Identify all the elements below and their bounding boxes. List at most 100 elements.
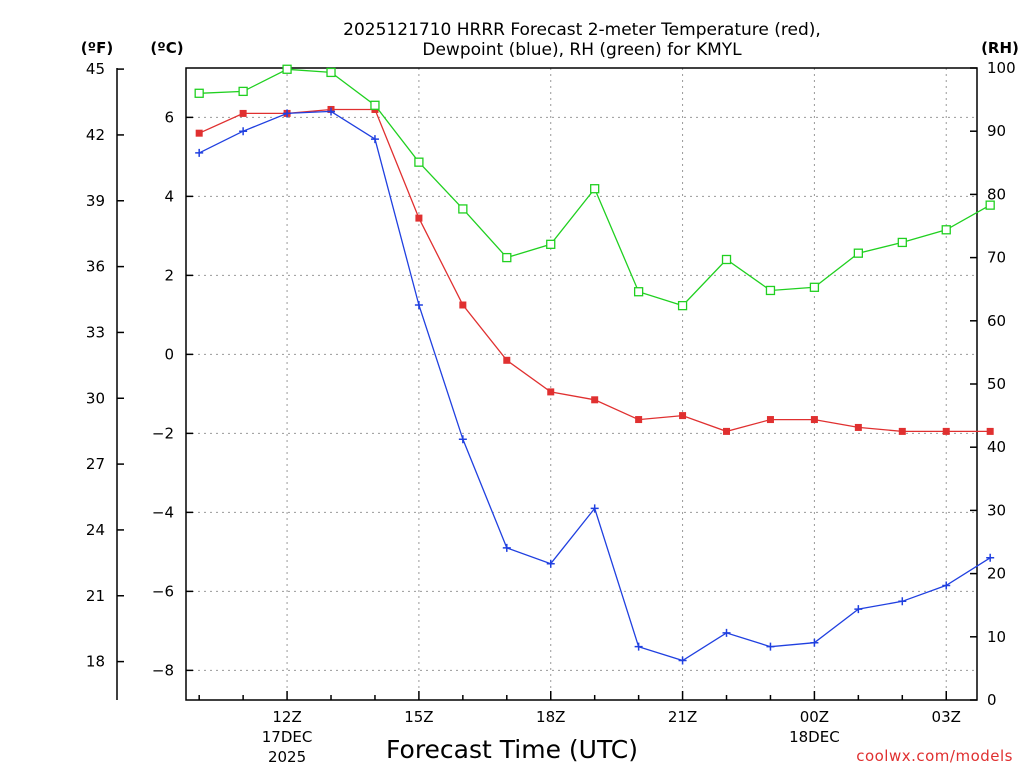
x-tick-label: 03Z	[932, 708, 961, 726]
temperature-point	[459, 301, 467, 309]
rh-point	[677, 300, 688, 311]
celsius-tick-label: −2	[152, 424, 174, 442]
celsius-tick-label: 0	[164, 345, 174, 363]
dewpoint-point	[239, 127, 248, 136]
tick-labels: 454239363330272421186420−2−4−6−810090807…	[86, 59, 1016, 766]
temperature-point	[766, 416, 774, 424]
fahrenheit-tick-label: 27	[86, 455, 105, 473]
rh-point	[414, 157, 424, 167]
credit-text: coolwx.com/models	[856, 747, 1013, 765]
temperature-point	[854, 423, 862, 431]
temperature-point	[591, 396, 599, 404]
rh-tick-label: 20	[987, 565, 1006, 583]
temperature-point	[415, 214, 423, 222]
rh-tick-label: 50	[987, 375, 1006, 393]
rh-unit-label: (RH)	[981, 39, 1019, 57]
axes	[116, 67, 978, 701]
dewpoint-point	[370, 135, 379, 144]
series-lines	[194, 64, 995, 665]
rh-point	[721, 254, 732, 265]
dewpoint-point	[414, 301, 423, 309]
fahrenheit-tick-label: 39	[86, 192, 105, 210]
x-tick-label: 15Z	[404, 708, 433, 726]
rh-point	[897, 237, 907, 248]
temperature-point	[942, 427, 950, 435]
rh-point	[502, 252, 512, 263]
dewpoint-point	[634, 642, 643, 651]
rh-point	[633, 287, 644, 297]
rh-point	[853, 248, 863, 258]
dewpoint-point	[195, 148, 204, 157]
dewpoint-point	[766, 642, 775, 651]
rh-tick-label: 60	[987, 312, 1006, 330]
dewpoint-line	[198, 110, 991, 662]
celsius-tick-label: 2	[164, 266, 174, 284]
temperature-point	[679, 412, 687, 420]
fahrenheit-tick-label: 33	[86, 323, 105, 341]
rh-point	[194, 88, 204, 98]
rh-point	[546, 239, 556, 249]
rh-tick-label: 10	[987, 628, 1006, 646]
rh-point	[282, 64, 292, 74]
rh-tick-label: 90	[987, 122, 1006, 140]
celsius-tick-label: 6	[164, 108, 174, 126]
temperature-point	[195, 129, 203, 137]
rh-tick-label: 100	[987, 59, 1016, 77]
fahrenheit-tick-label: 36	[86, 258, 105, 276]
dewpoint-point	[546, 559, 555, 568]
x-tick-label: 00Z	[800, 708, 829, 726]
dewpoint-point	[810, 638, 819, 647]
x-tick-label: 12Z	[272, 708, 301, 726]
fahrenheit-tick-label: 30	[86, 389, 105, 407]
rh-tick-label: 0	[987, 691, 997, 709]
dewpoint-point	[898, 597, 907, 606]
chart-title-line1: 2025121710 HRRR Forecast 2-meter Tempera…	[343, 20, 821, 40]
dewpoint-point	[854, 605, 863, 614]
x-tick-label: 21Z	[668, 708, 697, 726]
rh-tick-label: 70	[987, 249, 1006, 267]
dewpoint-point	[986, 553, 995, 562]
rh-tick-label: 40	[987, 438, 1006, 456]
dewpoint-point	[722, 628, 731, 637]
dewpoint-point	[942, 581, 951, 590]
x-tick-year: 2025	[268, 748, 306, 766]
temperature-point	[547, 388, 555, 396]
dewpoint-point	[327, 107, 336, 116]
fahrenheit-tick-label: 45	[86, 60, 105, 78]
temperature-point	[239, 109, 247, 117]
rh-point	[765, 285, 776, 296]
temperature-point	[986, 427, 994, 435]
dewpoint-point	[590, 504, 599, 513]
fahrenheit-tick-label: 18	[86, 653, 105, 671]
x-tick-date: 17DEC	[262, 728, 313, 746]
celsius-tick-label: 4	[164, 187, 174, 205]
celsius-tick-label: −4	[152, 503, 174, 521]
rh-point	[238, 86, 248, 97]
temperature-point	[723, 427, 731, 435]
fahrenheit-tick-label: 42	[86, 126, 105, 144]
rh-tick-label: 80	[987, 185, 1006, 203]
x-axis-title: Forecast Time (UTC)	[386, 735, 638, 764]
temperature-line	[198, 108, 991, 433]
rh-point	[590, 184, 600, 194]
rh-point	[985, 200, 995, 210]
rh-tick-label: 30	[987, 501, 1006, 519]
rh-point	[941, 225, 951, 235]
temperature-point	[898, 427, 906, 435]
x-tick-date: 18DEC	[789, 728, 840, 746]
rh-point	[458, 204, 468, 214]
temperature-point	[810, 416, 818, 424]
rh-point	[326, 67, 336, 78]
dewpoint-point	[458, 435, 467, 444]
x-tick-label: 18Z	[536, 708, 565, 726]
fahrenheit-tick-label: 24	[86, 521, 105, 539]
dewpoint-point	[502, 543, 511, 552]
rh-point	[809, 282, 820, 292]
rh-point	[370, 100, 380, 110]
dewpoint-point	[678, 656, 687, 665]
temperature-point	[635, 416, 643, 424]
celsius-tick-label: −6	[152, 582, 174, 600]
dewpoint-point	[283, 109, 292, 118]
celsius-tick-label: −8	[152, 661, 174, 679]
